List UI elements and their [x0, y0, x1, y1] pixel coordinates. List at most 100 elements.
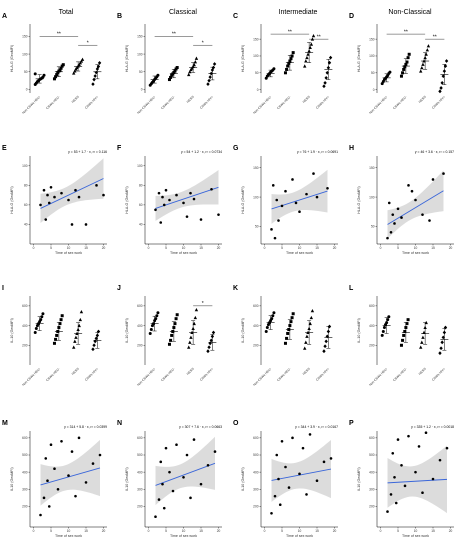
y-tick-label: 500 [253, 453, 259, 457]
significance-label: ** [288, 29, 292, 35]
data-point [326, 186, 329, 190]
y-tick-label: 400 [253, 324, 259, 328]
data-point [161, 195, 164, 199]
x-tick-label: 20 [333, 246, 337, 250]
data-point [206, 349, 210, 354]
x-category-label: CSWs HEU- [45, 95, 60, 110]
group-1 [380, 70, 392, 86]
x-category-label: HESN [186, 94, 196, 104]
data-point [445, 446, 449, 450]
y-tick-label: 600 [137, 436, 143, 440]
data-point [52, 77, 56, 81]
x-category-label: CSWs HEU- [276, 367, 291, 382]
y-tick-label: 200 [137, 343, 143, 347]
panel-letter: G [233, 145, 239, 152]
data-point [217, 213, 220, 216]
data-point [406, 56, 410, 60]
data-point [154, 515, 157, 519]
y-tick-label: 100 [22, 164, 28, 168]
regression-equation: y = 335 + 1.2 · x, r² = 0.0018 [411, 425, 454, 429]
y-axis-label: HLA-G (GeoMFI) [241, 186, 245, 213]
y-axis-label: IL10 (GeoMFI) [357, 467, 361, 490]
x-tick-label: 15 [315, 529, 319, 533]
x-tick-label: 15 [431, 246, 435, 250]
panel-h: H 50 100 150 0 5 10 15 20 Time of sex work HLA-G (… [349, 145, 454, 255]
panel-n: N 200 300 400 500 600 0 5 10 15 20 Time of sex work… [117, 420, 222, 538]
x-tick-label: 0 [33, 529, 35, 533]
column-title-total: Total [59, 9, 74, 16]
column-title-classical: Classical [169, 9, 197, 16]
x-category-label: CSWs HIV+ [315, 95, 330, 110]
data-point [419, 69, 423, 73]
y-tick-label: 600 [22, 436, 28, 440]
data-point [59, 66, 63, 70]
regression-equation: y = 53 + 1.7 · x, r² = 0.116 [68, 150, 107, 154]
data-point [401, 338, 405, 342]
y-axis-label: IL10 (GeoMFI) [10, 467, 14, 490]
x-tick-label: 15 [84, 529, 88, 533]
x-axis-label: Time of sex work [55, 251, 82, 255]
x-tick-label: 5 [165, 529, 167, 533]
y-tick-label: 150 [369, 37, 375, 41]
data-point [305, 192, 308, 196]
data-point [400, 463, 403, 467]
data-point [399, 74, 403, 78]
data-point [298, 210, 301, 214]
data-point [301, 446, 305, 450]
y-tick-label: 150 [137, 35, 143, 39]
group-4 [438, 59, 449, 94]
data-point [425, 48, 430, 52]
significance-label: * [202, 40, 204, 46]
data-point [170, 333, 174, 337]
data-point [171, 489, 175, 493]
group-4 [322, 55, 333, 89]
data-point [386, 318, 390, 322]
y-tick-label: 80 [139, 184, 143, 188]
y-tick-label: 100 [253, 54, 259, 58]
data-point [417, 445, 421, 448]
x-category-label: HESN [418, 94, 428, 104]
y-tick-label: 50 [371, 225, 375, 229]
x-axis-label: Time of sex work [170, 251, 197, 255]
x-tick-label: 10 [182, 529, 186, 533]
data-point [60, 314, 64, 318]
x-tick-label: 0 [148, 246, 150, 250]
x-tick-label: 5 [50, 246, 52, 250]
x-tick-label: 15 [315, 246, 319, 250]
data-point [175, 443, 178, 447]
group-2 [52, 63, 65, 81]
y-tick-label: 150 [253, 37, 259, 41]
data-point [431, 178, 435, 181]
data-point [159, 460, 163, 464]
y-axis-label: HLA-G (GeoMFI) [125, 186, 129, 213]
data-point [420, 65, 424, 70]
data-point [80, 57, 85, 61]
x-category-label: CSWs HEU- [45, 367, 60, 382]
data-point [439, 86, 443, 90]
data-point [188, 69, 192, 74]
data-point [286, 64, 290, 68]
data-point [382, 326, 386, 330]
data-point [291, 178, 294, 181]
y-tick-label: 100 [369, 195, 375, 199]
data-point [424, 431, 428, 435]
x-tick-label: 10 [298, 246, 302, 250]
data-point [284, 465, 287, 469]
panel-g: G 50 100 150 0 5 10 15 20 Time of sex work HLA-G (… [233, 145, 338, 255]
data-point [386, 510, 389, 513]
data-point [72, 345, 76, 349]
data-point [46, 193, 49, 197]
data-point [182, 201, 185, 205]
regression-line [155, 462, 216, 486]
data-point [58, 68, 62, 72]
data-point [298, 472, 301, 476]
data-point [156, 73, 160, 77]
panel-letter: N [117, 420, 122, 427]
data-point [315, 479, 319, 483]
data-point [167, 342, 171, 346]
data-point [74, 494, 77, 498]
x-tick-label: 20 [333, 529, 337, 533]
x-category-label: HESN [71, 366, 81, 376]
confidence-band [271, 169, 328, 224]
data-point [33, 72, 37, 76]
